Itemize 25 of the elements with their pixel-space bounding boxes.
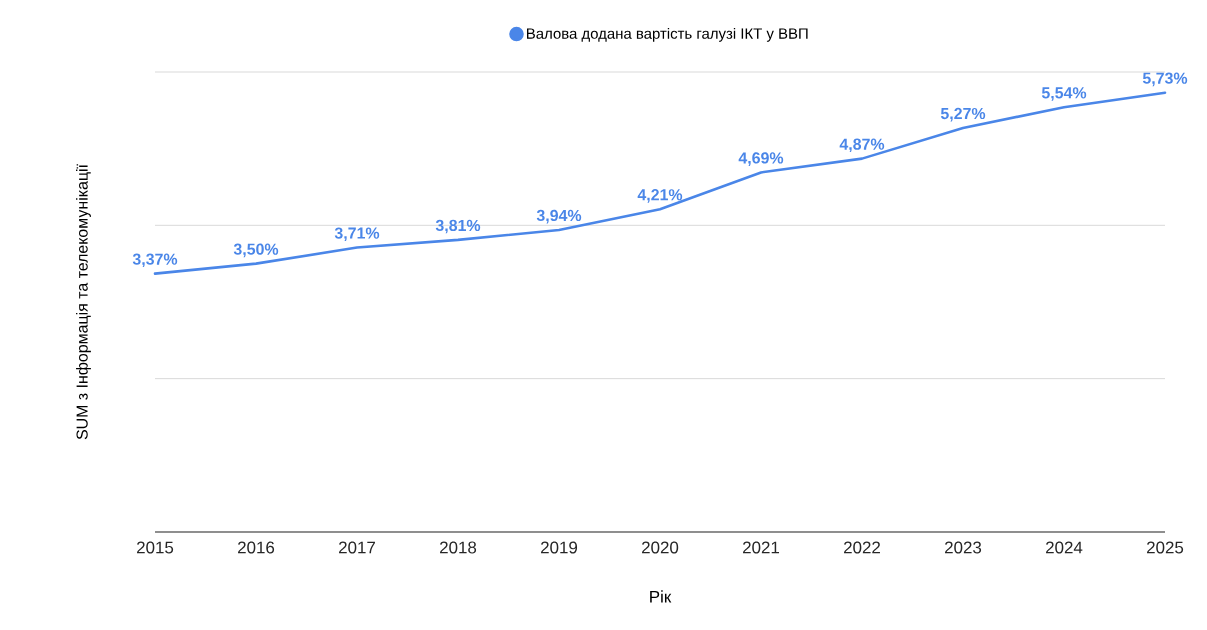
y-axis-title: SUM з Інформація та телекомунікації [76, 164, 91, 440]
x-tick-label: 2024 [1046, 541, 1083, 554]
x-tick-label: 2015 [137, 541, 174, 554]
x-tick-label: 2018 [440, 541, 477, 554]
data-label: 3,81% [435, 219, 481, 234]
x-tick-label: 2017 [339, 541, 375, 554]
data-label: 5,54% [1041, 87, 1087, 101]
data-label: 3,37% [132, 253, 178, 268]
data-label: 4,87% [839, 138, 885, 153]
x-tick-label: 2021 [743, 541, 780, 554]
data-label: 3,94% [536, 209, 582, 224]
x-tick-label: 2022 [844, 541, 880, 554]
x-axis-title: Рік [650, 590, 672, 603]
x-tick-label: 2016 [238, 541, 275, 554]
x-tick-label: 2019 [541, 541, 578, 554]
data-label: 5,27% [940, 107, 986, 122]
x-tick-label: 2020 [642, 541, 679, 554]
data-label: 4,21% [637, 189, 683, 203]
data-label: 5,73% [1142, 72, 1188, 87]
data-label: 3,50% [233, 243, 279, 258]
x-tick-label: 2023 [945, 541, 982, 554]
legend-label: Валова додана вартість галузі ІКТ у ВВП [527, 27, 808, 42]
x-tick-label: 2025 [1147, 541, 1184, 554]
data-label: 3,71% [334, 227, 380, 242]
data-label: 4,69% [738, 152, 784, 166]
